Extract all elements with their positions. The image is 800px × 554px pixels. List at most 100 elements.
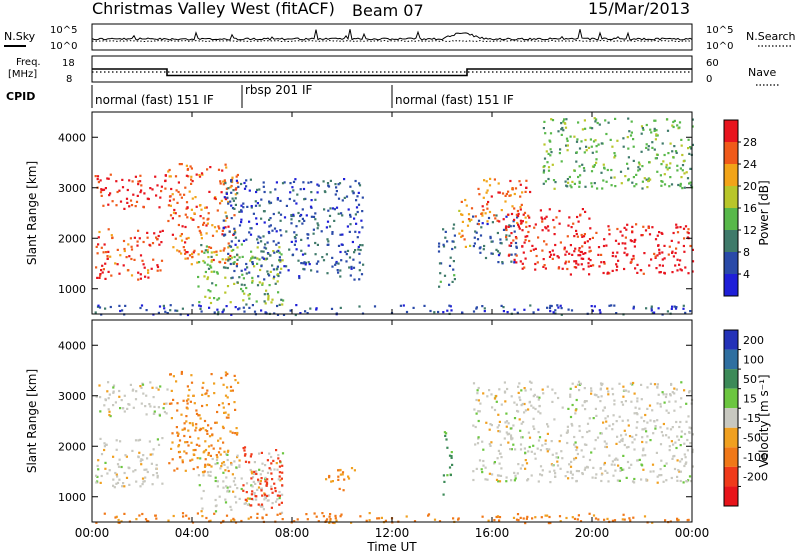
power-data-cell	[310, 181, 313, 184]
velocity-data-cell	[602, 421, 605, 424]
velocity-data-cell	[153, 405, 156, 408]
velocity-data-cell	[206, 389, 209, 392]
power-data-cell	[511, 188, 514, 191]
power-data-cell	[341, 233, 344, 236]
power-data-cell	[280, 298, 283, 301]
power-data-cell	[507, 190, 510, 193]
power-data-cell	[560, 128, 563, 131]
velocity-data-cell	[642, 468, 645, 471]
velocity-data-cell	[122, 407, 125, 410]
power-data-cell	[670, 307, 673, 310]
velocity-data-cell	[517, 391, 520, 394]
power-data-cell	[268, 284, 271, 287]
velocity-data-cell	[540, 474, 544, 477]
power-data-cell	[289, 182, 292, 185]
velocity-data-cell	[99, 410, 102, 413]
velocity-data-cell	[103, 448, 106, 452]
velocity-data-cell	[612, 423, 615, 426]
velocity-data-cell	[155, 386, 158, 389]
velocity-data-cell	[514, 477, 517, 480]
power-data-cell	[550, 151, 553, 154]
power-data-cell	[634, 238, 637, 241]
power-data-cell	[249, 259, 252, 262]
power-data-cell	[221, 258, 224, 261]
velocity-data-cell	[446, 474, 449, 477]
velocity-data-cell	[688, 390, 691, 393]
power-data-cell	[101, 271, 104, 274]
power-data-cell	[265, 257, 269, 260]
power-data-cell	[506, 311, 509, 314]
velocity-data-cell	[296, 518, 299, 521]
velocity-data-cell	[606, 415, 609, 418]
velocity-data-cell	[201, 471, 205, 474]
power-data-cell	[575, 266, 578, 269]
velocity-data-cell	[328, 515, 331, 518]
velocity-data-cell	[499, 443, 502, 446]
power-data-cell	[521, 191, 524, 194]
power-data-cell	[307, 244, 310, 247]
power-data-cell	[683, 237, 686, 240]
power-data-cell	[306, 233, 309, 236]
power-data-cell	[360, 219, 363, 222]
power-data-cell	[339, 250, 342, 254]
power-data-cell	[446, 309, 449, 312]
power-data-cell	[575, 262, 578, 265]
power-data-cell	[637, 169, 640, 172]
power-data-cell	[353, 217, 356, 220]
velocity-data-cell	[233, 460, 236, 463]
power-data-cell	[510, 260, 513, 263]
power-data-cell	[129, 199, 133, 202]
freq-line	[92, 68, 692, 77]
power-data-cell	[295, 202, 298, 205]
velocity-data-cell	[547, 522, 550, 525]
velocity-data-cell	[225, 485, 228, 488]
colorbar-segment	[724, 252, 738, 274]
power-data-cell	[326, 272, 329, 275]
power-data-cell	[224, 219, 227, 222]
velocity-data-cell	[270, 455, 273, 459]
power-data-cell	[174, 175, 178, 178]
velocity-data-cell	[368, 512, 371, 515]
velocity-data-cell	[225, 514, 229, 517]
velocity-data-cell	[538, 404, 541, 408]
velocity-data-cell	[673, 392, 676, 395]
power-data-cell	[231, 276, 234, 279]
velocity-data-cell	[119, 440, 122, 443]
power-data-cell	[647, 177, 650, 180]
power-data-cell	[267, 273, 270, 276]
velocity-data-cell	[335, 519, 338, 522]
velocity-data-cell	[321, 512, 324, 515]
power-data-cell	[630, 258, 633, 261]
velocity-data-cell	[651, 521, 654, 524]
power-data-cell	[553, 233, 556, 236]
velocity-data-cell	[512, 424, 515, 427]
power-data-cell	[107, 270, 110, 273]
velocity-data-cell	[676, 459, 679, 462]
power-data-cell	[592, 140, 596, 143]
station-title: Christmas Valley West (fitACF)	[92, 0, 335, 18]
velocity-data-cell	[488, 442, 491, 446]
velocity-data-cell	[584, 466, 587, 469]
power-data-cell	[217, 168, 221, 171]
velocity-data-cell	[559, 520, 562, 523]
velocity-data-cell	[607, 390, 610, 393]
velocity-data-cell	[659, 468, 662, 471]
velocity-data-cell	[281, 484, 284, 487]
velocity-data-cell	[618, 479, 621, 482]
power-data-cell	[123, 247, 126, 251]
velocity-data-cell	[190, 381, 194, 384]
velocity-data-cell	[338, 469, 341, 472]
power-data-cell	[184, 241, 187, 244]
power-data-cell	[656, 234, 659, 237]
velocity-data-cell	[588, 458, 592, 462]
velocity-data-cell	[644, 427, 647, 430]
power-data-cell	[639, 269, 642, 272]
velocity-data-cell	[574, 445, 577, 448]
power-data-cell	[521, 245, 524, 248]
power-data-cell	[190, 175, 193, 178]
power-data-cell	[273, 251, 276, 254]
velocity-data-cell	[608, 454, 611, 457]
power-data-cell	[291, 186, 294, 189]
power-data-cell	[686, 236, 689, 239]
power-data-cell	[95, 266, 98, 269]
